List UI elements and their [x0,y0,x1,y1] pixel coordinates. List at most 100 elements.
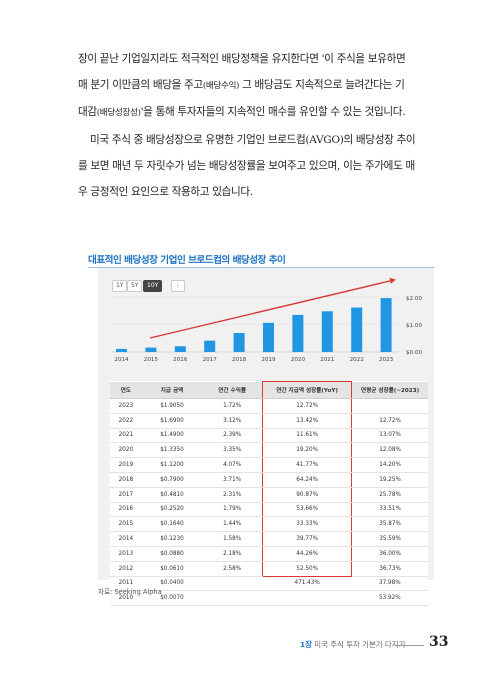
table-cell: 33.51% [351,502,428,518]
table-cell [202,590,263,607]
table-header-cell: 연간 지급액 성장률(YoY) [262,381,353,399]
text-run: 그 배당금도 지속적으로 늘려간다는 기 [239,79,405,92]
table-cell: 2017 [110,487,142,503]
table-cell: 53.66% [262,502,353,518]
x-tick-label: 2016 [173,357,188,363]
y-tick-label: $1.00 [406,323,422,329]
table-cell: 2012 [110,561,142,577]
table-cell: 471.43% [262,576,352,592]
text-run: 우 긍정적인 요인으로 작용하고 있습니다. [78,186,253,199]
table-row: 2017 $0.4810 2.31% 90.87% 25.78% [110,487,428,503]
table-cell: $1.4900 [141,428,203,444]
table-row: 2015 $0.1640 1.44% 33.33% 35.87% [110,516,428,533]
chart-bar [351,307,363,352]
chart-bar [321,311,333,352]
x-tick-label: 2020 [291,357,306,363]
table-cell: 1.79% [202,502,263,518]
paragraph-line: 대감(배당성장성)'을 통해 투자자들의 지속적인 매수를 유인할 수 있는 것… [78,99,448,126]
page-number: 33 [429,634,449,650]
table-cell: $0.0070 [141,590,203,607]
table-cell: 2019 [110,457,142,473]
table-cell: $0.0400 [141,576,203,592]
toggle-menu[interactable]: ⋮ [171,280,185,292]
table-cell: 2016 [110,502,142,518]
toggle-1y[interactable]: 1Y [112,280,128,292]
x-tick-label: 2019 [261,357,276,363]
table-cell: 12.08% [351,442,428,459]
table-cell: 1.44% [202,516,263,533]
table-cell: 4.07% [202,457,263,473]
table-cell: 2010 [110,590,142,607]
table-cell: 2.18% [202,546,263,562]
chart-bar [204,340,216,352]
table-cell: 44.26% [262,546,353,562]
table-row: 2023 $1.9050 1.72% 12.72% [110,398,428,414]
x-tick-label: 2018 [232,357,247,363]
dividend-bar-chart: 2014 2015 2016 2017 2018 2019 2020 2021 2022 2023… [112,278,422,363]
table-cell: 35.59% [351,531,428,547]
trend-arrow [149,278,396,339]
table-cell: 35.87% [351,516,428,533]
table-cell: 53.92% [351,590,428,607]
x-tick-label: 2021 [320,357,335,363]
table-cell: 2013 [110,546,142,562]
y-tick-label: $2.00 [406,296,422,302]
chapter-number: 1장 [300,640,312,649]
table-row: 2014 $0.1230 1.58% 39.77% 35.59% [110,531,428,547]
table-cell: 2.58% [202,561,263,577]
chapter-title: 미국 주식 투자 기본기 다지기 [311,640,406,649]
table-header-cell: 연간 수익률 [202,381,263,399]
table-cell: 3.71% [202,472,263,488]
table-cell: 37.98% [351,576,428,592]
table-cell: 2014 [110,531,142,547]
text-run-small: (배당수익) [202,81,240,92]
paragraph-line: 를 보면 매년 두 자릿수가 넘는 배당성장률을 보여주고 있으며, 이는 주가… [78,153,448,179]
table-row: 2013 $0.0880 2.18% 44.26% 36.00% [110,546,428,562]
table-cell: 3.35% [202,442,263,459]
table-cell: 19.20% [262,442,353,459]
x-tick-label: 2023 [379,357,394,363]
table-cell: 25.78% [351,487,428,503]
text-run: 매 분기 이만큼의 배당을 주고 [78,79,203,92]
table-cell: 33.33% [262,516,353,533]
body-text: 장이 끝난 기업일지라도 적극적인 배당정책을 유지한다면 '이 주식을 보유하… [78,46,448,205]
table-cell: 13.42% [262,413,353,429]
table-cell: 1.58% [202,531,263,547]
footer-chapter: 1장 미국 주식 투자 기본기 다지기 [300,639,405,650]
table-cell [262,590,352,607]
paragraph-line: 매 분기 이만큼의 배당을 주고(배당수익) 그 배당금도 지속적으로 늘려간다… [78,72,448,99]
table-header-cell: 연도 [110,381,142,399]
chart-bar [233,332,245,352]
dividend-table: 연도 지급 금액 연간 수익률 연간 지급액 성장률(YoY) 연평균 성장률(~202… [110,381,428,607]
table-cell: $1.6900 [141,413,203,429]
paragraph-line: 우 긍정적인 요인으로 작용하고 있습니다. [78,179,448,205]
text-run: 장이 끝난 기업일지라도 적극적인 배당정책을 유지한다면 '이 주식을 보유하… [78,53,406,65]
table-row: 2020 $1.3350 3.35% 19.20% 12.08% [110,442,428,459]
table-cell: $1.1200 [141,457,203,473]
table-cell [351,398,428,414]
toggle-10y[interactable]: 10Y [143,280,163,292]
chart-bar [145,347,157,352]
table-cell: $1.3350 [141,442,203,459]
table-cell: 36.00% [351,546,428,562]
table-cell: 12.72% [262,398,353,414]
text-run-small: (배당성장성) [96,108,141,119]
table-cell: 41.77% [262,457,353,473]
paragraph-line: 미국 주식 중 배당성장으로 유명한 기업인 브로드컴(AVGO)의 배당성장 … [78,127,448,153]
table-cell: 2.39% [202,428,263,444]
figure-title-rule [88,267,434,268]
table-cell: 3.12% [202,413,263,429]
table-cell: 14.20% [351,457,428,473]
table-cell: 13.07% [351,428,428,444]
table-cell: $1.9050 [141,398,203,414]
table-cell: $0.0610 [141,561,203,577]
table-cell: 12.72% [351,413,428,429]
table-cell: 2011 [110,576,142,592]
table-cell: $0.0880 [141,546,203,562]
paragraph-line: 장이 끝난 기업일지라도 적극적인 배당정책을 유지한다면 '이 주식을 보유하… [78,46,448,72]
text-run: 대감 [78,106,97,119]
chart-bar [116,348,127,352]
table-row: 2019 $1.1200 4.07% 41.77% 14.20% [110,457,428,473]
x-tick-label: 2022 [350,357,364,363]
toggle-5y[interactable]: 5Y [127,280,143,292]
